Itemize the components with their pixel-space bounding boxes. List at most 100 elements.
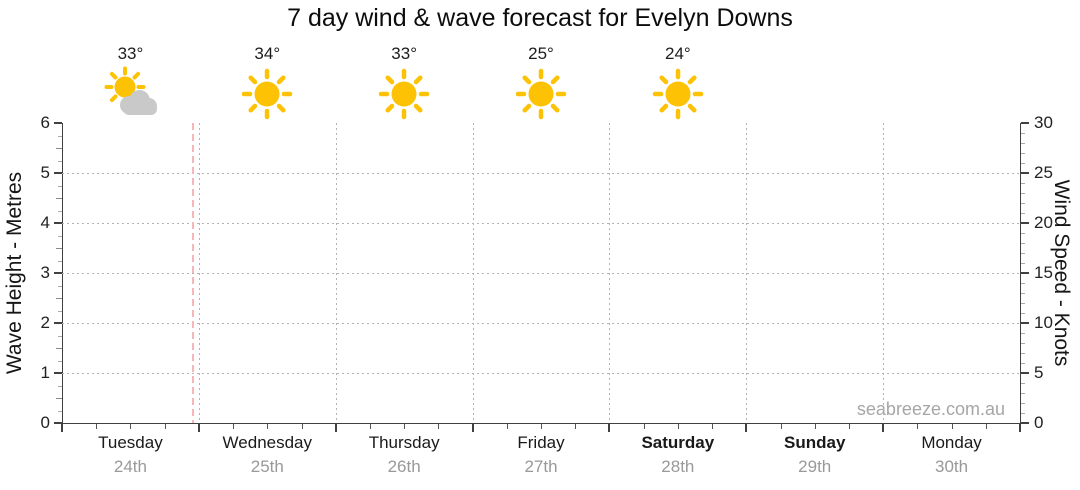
x-major-tick bbox=[197, 424, 200, 432]
y-right-tick bbox=[1021, 172, 1029, 174]
y-left-tick bbox=[58, 135, 62, 137]
y-right-tick bbox=[1021, 403, 1025, 404]
v-gridline bbox=[198, 123, 200, 423]
x-minor-tick bbox=[780, 424, 782, 429]
x-minor-tick bbox=[677, 424, 679, 429]
y-right-tick bbox=[1021, 183, 1025, 184]
temperature-label: 25° bbox=[528, 44, 554, 63]
x-minor-tick bbox=[233, 424, 235, 429]
x-minor-tick bbox=[96, 424, 98, 429]
day-name-label: Saturday bbox=[641, 433, 715, 452]
v-gridline bbox=[609, 123, 611, 423]
h-gridline bbox=[62, 323, 1020, 324]
y-right-tick bbox=[1021, 313, 1025, 314]
temperature-label: 34° bbox=[254, 44, 281, 63]
y-left-tick bbox=[54, 322, 62, 324]
y-right-tick bbox=[1021, 372, 1029, 374]
y-right-tick bbox=[1021, 422, 1029, 424]
x-minor-tick bbox=[301, 424, 303, 429]
x-major-tick bbox=[334, 424, 337, 432]
y-left-tick bbox=[54, 372, 62, 374]
day-date-label: 30th bbox=[935, 457, 969, 476]
y-left-tick bbox=[58, 410, 62, 412]
y-right-tick-label: 20 bbox=[1034, 213, 1053, 232]
x-major-tick bbox=[608, 424, 611, 432]
y-right-tick bbox=[1021, 203, 1025, 204]
y-left-tick bbox=[54, 422, 62, 424]
day-date-label: 25th bbox=[250, 457, 284, 476]
x-minor-tick bbox=[541, 424, 542, 429]
h-gridline bbox=[62, 223, 1020, 224]
y-right-tick bbox=[1021, 153, 1025, 154]
y-right-tick bbox=[1021, 263, 1025, 264]
y-right-tick bbox=[1021, 293, 1025, 294]
y-left-tick bbox=[58, 210, 62, 212]
y-right-tick-label: 10 bbox=[1034, 313, 1053, 332]
sun-icon bbox=[650, 66, 708, 122]
y-left-tick bbox=[58, 285, 62, 287]
y-left-tick bbox=[58, 185, 62, 187]
v-gridline bbox=[883, 123, 885, 423]
day-date-label: 28th bbox=[661, 457, 695, 476]
temperature-label: 24° bbox=[664, 44, 691, 63]
x-major-tick bbox=[882, 424, 885, 432]
y-right-tick bbox=[1021, 143, 1025, 144]
y-left-tick bbox=[56, 298, 62, 299]
day-date-label: 24th bbox=[113, 457, 147, 476]
day-name-label: Friday bbox=[517, 433, 565, 452]
y-left-tick bbox=[58, 160, 62, 162]
y-left-tick bbox=[58, 335, 62, 337]
day-name-label: Tuesday bbox=[98, 433, 163, 452]
x-minor-tick bbox=[130, 424, 132, 429]
y-right-tick bbox=[1021, 133, 1025, 134]
x-minor-tick bbox=[917, 424, 919, 429]
x-minor-tick bbox=[951, 424, 953, 429]
sun-cloud-icon bbox=[102, 66, 160, 122]
y-left-tick bbox=[58, 360, 62, 362]
y-left-tick bbox=[54, 272, 62, 274]
y-right-tick bbox=[1021, 413, 1025, 414]
day-name-label: Sunday bbox=[784, 433, 846, 452]
x-minor-tick bbox=[712, 424, 714, 429]
watermark: seabreeze.com.au bbox=[856, 399, 1005, 419]
day-date-label: 26th bbox=[387, 457, 421, 476]
y-right-tick bbox=[1021, 233, 1025, 234]
x-minor-tick bbox=[267, 424, 269, 429]
x-minor-tick bbox=[369, 424, 371, 429]
y-left-tick bbox=[56, 248, 62, 249]
y-left-tick bbox=[56, 148, 62, 149]
y-left-tick-label: 5 bbox=[40, 163, 50, 182]
v-gridline bbox=[746, 123, 748, 423]
y-left-tick-label: 0 bbox=[40, 413, 50, 432]
y-left-tick bbox=[58, 260, 62, 262]
y-right-tick-label: 30 bbox=[1034, 113, 1053, 132]
day-name-label: Monday bbox=[921, 433, 982, 452]
y-left-tick-label: 3 bbox=[40, 263, 50, 282]
x-minor-tick bbox=[643, 424, 645, 429]
temperature-label: 33° bbox=[391, 44, 417, 63]
y-right-tick bbox=[1021, 222, 1029, 224]
y-right-tick-label: 0 bbox=[1034, 413, 1044, 432]
y-right-tick bbox=[1021, 393, 1025, 394]
y-right-tick bbox=[1021, 283, 1025, 284]
y-right-tick-label: 25 bbox=[1034, 163, 1053, 182]
y-right-tick bbox=[1021, 322, 1029, 324]
day-date-label: 29th bbox=[798, 457, 832, 476]
x-minor-tick bbox=[575, 424, 577, 429]
y-left-tick bbox=[54, 222, 62, 224]
y-right-tick-label: 5 bbox=[1034, 363, 1044, 382]
y-right-tick bbox=[1021, 253, 1025, 254]
now-marker-line bbox=[192, 123, 195, 423]
y-right-tick bbox=[1021, 333, 1025, 334]
temperature-label: 33° bbox=[117, 44, 144, 63]
x-major-tick bbox=[61, 424, 63, 432]
h-gridline bbox=[62, 173, 1020, 174]
y-left-tick-label: 6 bbox=[40, 113, 50, 132]
x-minor-tick bbox=[438, 424, 440, 429]
chart-title: 7 day wind & wave forecast for Evelyn Do… bbox=[287, 4, 793, 32]
x-minor-tick bbox=[164, 424, 166, 429]
y-right-tick bbox=[1021, 353, 1025, 354]
x-major-tick bbox=[745, 424, 748, 432]
y-left-tick bbox=[58, 235, 62, 237]
